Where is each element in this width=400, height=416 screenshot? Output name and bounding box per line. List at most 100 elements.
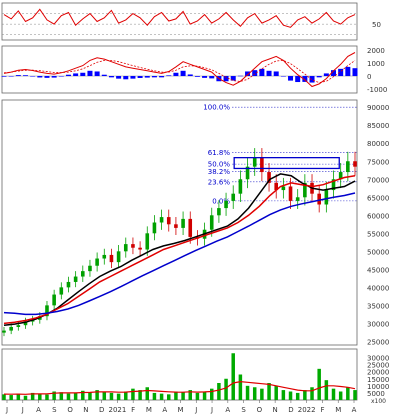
price-candle-body [267,172,271,183]
macd-histogram-bar [288,76,294,81]
macd-histogram-bar [209,76,215,79]
macd-histogram-bar [331,70,337,77]
x-axis-label: M [335,406,341,414]
macd-histogram-bar [187,74,193,77]
x-axis-label: S [241,406,246,414]
volume-tick-label: 10000 [367,383,389,391]
price-tick-label: 40000 [367,284,389,292]
x-axis-label: J [194,406,197,414]
price-candle-body [353,161,357,167]
price-candle-body [217,208,221,216]
price-candle-body [95,258,99,266]
volume-tick-label: 20000 [367,369,389,377]
price-candle-body [109,254,114,263]
price-candle-body [260,157,264,173]
rsi-line [3,8,356,28]
macd-histogram-bar [194,76,200,77]
price-frame [1,99,358,346]
macd-tick-label: 1000 [367,60,385,68]
macd-histogram-bar [65,74,71,77]
price-tick-label: 70000 [367,176,389,184]
macd-histogram-bar [44,76,50,78]
x-axis-label: 2021 [108,406,126,414]
macd-histogram-bar [58,76,64,77]
volume-tick-label: 30000 [367,355,389,363]
macd-histogram-bar [316,76,322,78]
x-axis-label: A [225,406,230,414]
macd-histogram-bar [223,76,229,82]
price-candle-body [138,247,142,250]
x-axis-label: F [320,406,324,414]
macd-histogram-bar [338,68,344,77]
price-tick-label: 25000 [367,338,389,346]
price-tick-label: 60000 [367,212,389,220]
price-candle-body [131,244,135,248]
x-axis-label: D [99,406,104,414]
macd-histogram-bar [144,76,150,78]
x-axis-label: S [52,406,57,414]
fib-level-label: 50.0% [208,161,231,169]
price-candle-body [23,321,28,326]
volume-tick-label: 5000 [367,390,385,398]
price-candle-body [123,244,128,252]
x-axis-label: 2022 [298,406,316,414]
macd-panel: 2000 1000 0 -1000 [1,45,387,94]
macd-histogram-bar [280,76,286,77]
price-candle-body [346,161,350,173]
price-candle-body [324,190,329,205]
price-tick-label: 85000 [367,122,389,130]
macd-histogram-bar [309,76,315,83]
macd-histogram-bar [137,76,143,78]
price-candle-body [16,325,21,327]
price-tick-label: 30000 [367,320,389,328]
macd-histogram-bar [237,75,243,77]
price-candle-body [288,186,293,201]
x-axis: J J A S O N D 2021 F M A M J J A S O N D 2022 F M A [5,400,357,414]
price-candle-body [59,287,64,295]
macd-histogram-bar [94,71,100,77]
x-axis-label: A [162,406,167,414]
macd-histogram-bar [101,74,107,77]
price-candle-body [174,224,178,228]
rsi-panel: 50 [1,2,381,41]
price-tick-label: 45000 [367,266,389,274]
macd-histogram-bar [266,70,272,77]
macd-histogram-bar [123,76,129,80]
x-axis-label: J [210,406,213,414]
x-axis-label: O [257,406,263,414]
macd-histogram-bar [87,70,93,77]
macd-histogram-bar [245,71,251,77]
macd-histogram-bar [37,76,43,78]
price-candle-body [66,281,71,288]
fib-level-label: 100.0% [203,104,230,112]
macd-histogram-bar [1,76,7,77]
price-candle-body [88,265,92,272]
x-axis-label: M [177,406,183,414]
macd-histogram-bar [80,72,86,77]
macd-histogram-bar [159,76,165,78]
x-axis-label: M [146,406,152,414]
price-candle-body [159,217,164,223]
price-candle-body [45,305,49,317]
x-axis-label: J [21,406,24,414]
rsi-frame [1,2,358,41]
price-candle-body [188,218,193,237]
macd-histogram-bar [202,76,208,78]
x-axis-label: N [83,406,88,414]
price-candle-body [102,254,107,259]
price-candle-body [317,193,321,205]
price-candle-body [238,179,243,194]
rsi-tick-label: 50 [372,21,381,29]
macd-histogram-bar [230,76,236,81]
fib-level-label: 38.2% [208,168,231,176]
macd-histogram-bar [295,76,301,83]
macd-histogram-bar [51,76,57,78]
price-tick-label: 35000 [367,302,389,310]
price-moving-average-line [3,174,356,325]
price-candle-body [331,179,336,191]
macd-histogram-bar [8,76,14,77]
x-axis-label: D [288,406,293,414]
macd-histogram-bar [259,68,265,77]
